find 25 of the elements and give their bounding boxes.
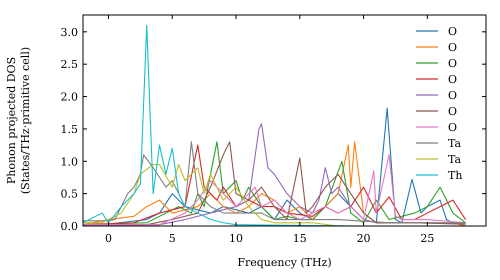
y-tick-label: 0.0: [60, 220, 78, 233]
y-tick-label: 1.0: [60, 155, 78, 168]
legend-label: O: [448, 25, 458, 38]
legend-label: O: [448, 57, 458, 70]
legend-label: O: [448, 41, 458, 54]
legend-label: O: [448, 73, 458, 86]
y-tick-label: 2.5: [60, 58, 78, 72]
legend-label: O: [448, 89, 458, 102]
x-tick-label: 25: [420, 232, 434, 245]
x-tick-label: 20: [356, 232, 371, 245]
x-axis-title: Frequency (THz): [237, 256, 332, 269]
y-axis-title: Phonon projected DOS (States/THz·primitive cell): [5, 46, 32, 194]
x-tick-label: 5: [168, 232, 176, 245]
y-tick-label: 3.0: [60, 26, 78, 39]
legend-label: Th: [448, 169, 462, 182]
x-tick-label: 0: [105, 232, 112, 245]
y-tick-label: 0.5: [60, 188, 78, 201]
legend-label: O: [448, 105, 458, 118]
legend-label: Ta: [448, 153, 462, 166]
x-tick-label: 10: [229, 232, 244, 245]
legend-label: O: [448, 121, 458, 134]
legend-label: Ta: [448, 137, 462, 150]
x-tick-label: 15: [292, 232, 307, 245]
y-tick-label: 2.0: [60, 90, 78, 104]
y-tick-label: 1.5: [60, 122, 78, 136]
